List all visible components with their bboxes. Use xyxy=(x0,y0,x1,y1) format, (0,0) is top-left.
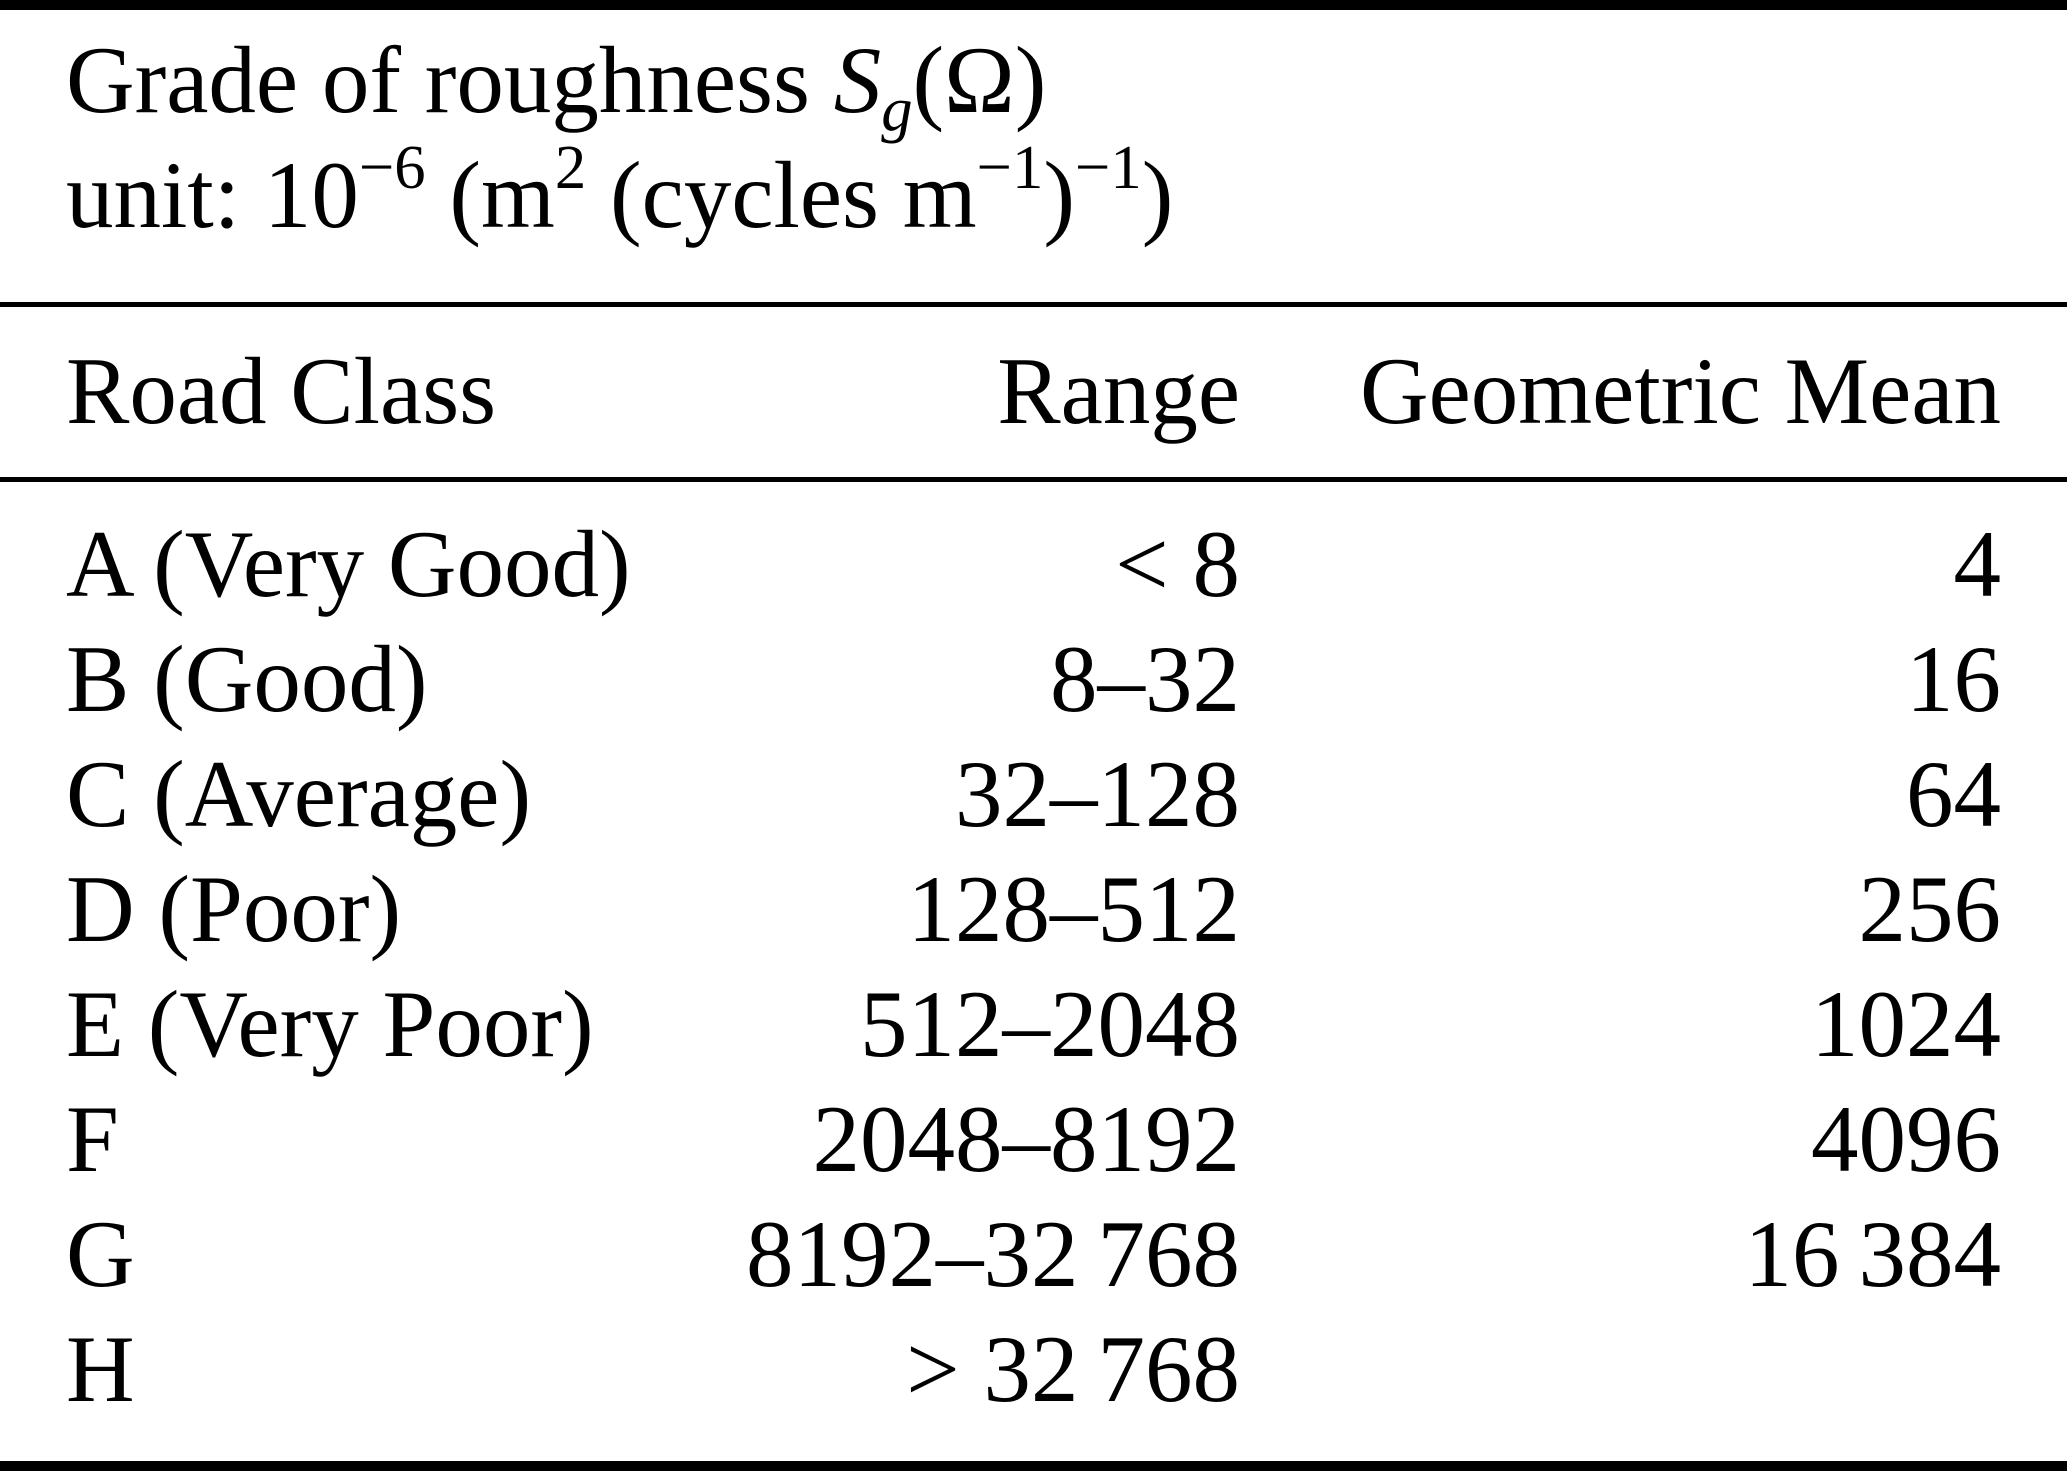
column-header-range: Range xyxy=(997,338,1240,444)
cell-range: 2048–8192 xyxy=(812,1086,1241,1192)
cell-road-class: F xyxy=(66,1086,119,1192)
cell-road-class: E (Very Poor) xyxy=(66,971,594,1077)
cell-range: 512–2048 xyxy=(860,971,1240,1077)
unit-segment-3: ) xyxy=(1043,142,1075,248)
caption-symbol-argument: (Ω) xyxy=(912,27,1047,133)
table-caption: Grade of roughness Sg(Ω) unit: 10−6 (m2 … xyxy=(0,10,2067,302)
table-row: D (Poor) 128–512 256 xyxy=(0,852,2067,967)
cell-geometric-mean: 16 xyxy=(1906,626,2001,732)
unit-text: unit: 10 xyxy=(66,142,359,248)
caption-symbol: S xyxy=(833,27,882,133)
top-rule xyxy=(0,0,2067,10)
unit-exponent-2: 2 xyxy=(554,132,587,203)
cell-geometric-mean: 1024 xyxy=(1811,971,2001,1077)
unit-exponent-4: −1 xyxy=(1075,132,1142,203)
cell-geometric-mean: 256 xyxy=(1858,856,2002,962)
cell-road-class: A (Very Good) xyxy=(66,511,631,617)
cell-range: 128–512 xyxy=(907,856,1241,962)
table-row: G 8192–32 768 16 384 xyxy=(0,1197,2067,1312)
cell-geometric-mean: 16 384 xyxy=(1744,1201,2001,1307)
cell-road-class: G xyxy=(66,1201,135,1307)
table-header-row: Road Class Range Geometric Mean xyxy=(0,307,2067,477)
unit-segment-4: ) xyxy=(1141,142,1174,248)
cell-range: 8–32 xyxy=(1050,626,1240,732)
unit-exponent-3: −1 xyxy=(976,132,1044,203)
unit-exponent-1: −6 xyxy=(358,132,426,203)
cell-geometric-mean: 4 xyxy=(1953,511,2002,617)
table-row: H > 32 768 xyxy=(0,1312,2067,1427)
unit-segment-2: (cycles m xyxy=(586,142,977,248)
cell-range: > 32 768 xyxy=(906,1316,1240,1422)
column-header-geometric-mean: Geometric Mean xyxy=(1360,338,2001,444)
caption-title-text: Grade of roughness xyxy=(66,27,834,133)
bottom-rule xyxy=(0,1461,2067,1471)
cell-geometric-mean: 64 xyxy=(1906,741,2001,847)
column-header-road-class: Road Class xyxy=(66,338,497,444)
cell-range: 32–128 xyxy=(955,741,1240,847)
caption-title-line: Grade of roughness Sg(Ω) xyxy=(66,23,2001,140)
caption-unit-line: unit: 10−6 (m2 (cycles m−1)−1) xyxy=(66,136,2001,253)
table-row: F 2048–8192 4096 xyxy=(0,1082,2067,1197)
caption-symbol-subscript: g xyxy=(881,73,913,144)
cell-road-class: C (Average) xyxy=(66,741,532,847)
table-row: A (Very Good) < 8 4 xyxy=(0,507,2067,622)
caption-separator-rule xyxy=(0,302,2067,307)
cell-road-class: B (Good) xyxy=(66,626,428,732)
cell-road-class: H xyxy=(66,1316,135,1422)
cell-range: < 8 xyxy=(1115,511,1240,617)
table-row: E (Very Poor) 512–2048 1024 xyxy=(0,967,2067,1082)
unit-segment-1: (m xyxy=(425,142,555,248)
cell-geometric-mean xyxy=(1240,1312,2001,1427)
table-body: A (Very Good) < 8 4 B (Good) 8–32 16 C (… xyxy=(0,482,2067,1427)
header-separator-rule xyxy=(0,477,2067,482)
cell-range: 8192–32 768 xyxy=(745,1201,1240,1307)
cell-road-class: D (Poor) xyxy=(66,856,402,962)
table-row: B (Good) 8–32 16 xyxy=(0,622,2067,737)
cell-geometric-mean: 4096 xyxy=(1811,1086,2001,1192)
table-row: C (Average) 32–128 64 xyxy=(0,737,2067,852)
